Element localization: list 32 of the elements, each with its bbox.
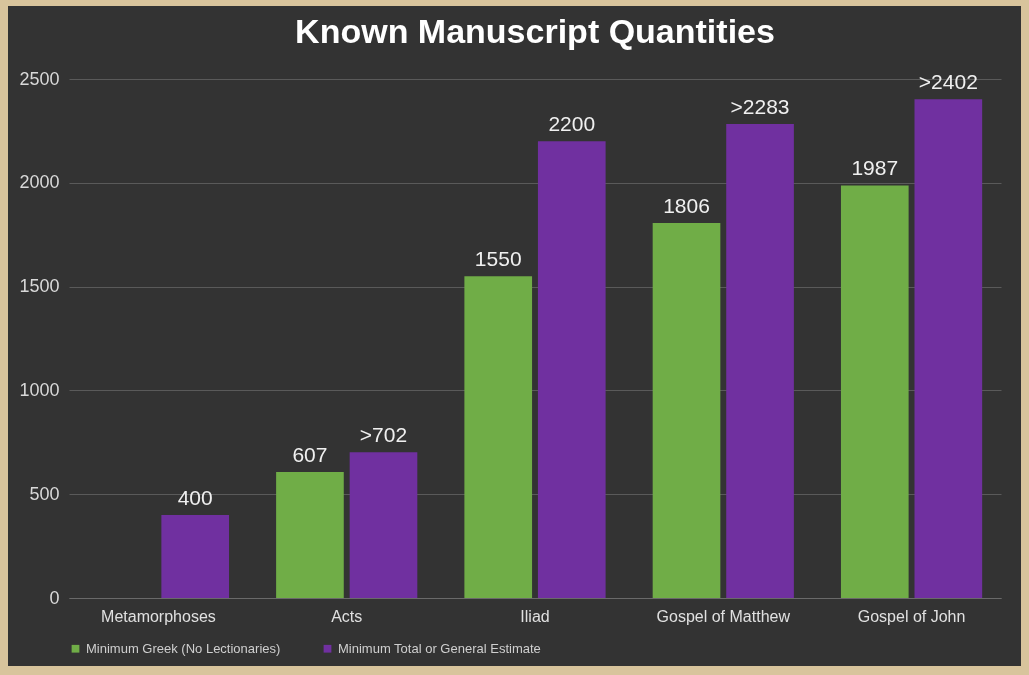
bar [914, 99, 983, 598]
bar [537, 141, 606, 598]
data-label: >2283 [730, 95, 790, 119]
data-label: >702 [359, 423, 408, 447]
data-label: 607 [292, 442, 328, 466]
data-label: 1987 [851, 156, 899, 180]
y-tick-label: 500 [29, 483, 60, 504]
data-label: >2402 [918, 70, 978, 94]
x-tick-label: Acts [331, 607, 363, 625]
data-label: 400 [177, 485, 213, 509]
x-tick-label: Gospel of Matthew [656, 607, 791, 625]
chart-title: Known Manuscript Quantities [295, 12, 775, 50]
x-tick-label: Gospel of John [857, 607, 966, 625]
legend-label: Minimum Total or General Estimate [338, 640, 541, 656]
bar [276, 471, 344, 598]
data-label: 1806 [663, 194, 710, 218]
y-tick-label: 0 [49, 587, 60, 608]
x-tick-label: Iliad [520, 607, 550, 625]
y-tick-label: 2000 [19, 172, 60, 193]
bar [349, 452, 418, 598]
bar [652, 223, 721, 598]
data-label: 2200 [548, 112, 596, 136]
bar [161, 514, 230, 598]
data-label: 1550 [474, 247, 522, 271]
bar [840, 185, 909, 598]
legend-label: Minimum Greek (No Lectionaries) [86, 640, 281, 656]
y-tick-label: 1500 [19, 276, 60, 297]
bar [726, 124, 794, 598]
x-tick-label: Metamorphoses [101, 607, 216, 625]
y-tick-label: 2500 [19, 68, 60, 89]
y-tick-label: 1000 [19, 379, 60, 400]
bar [464, 276, 533, 598]
